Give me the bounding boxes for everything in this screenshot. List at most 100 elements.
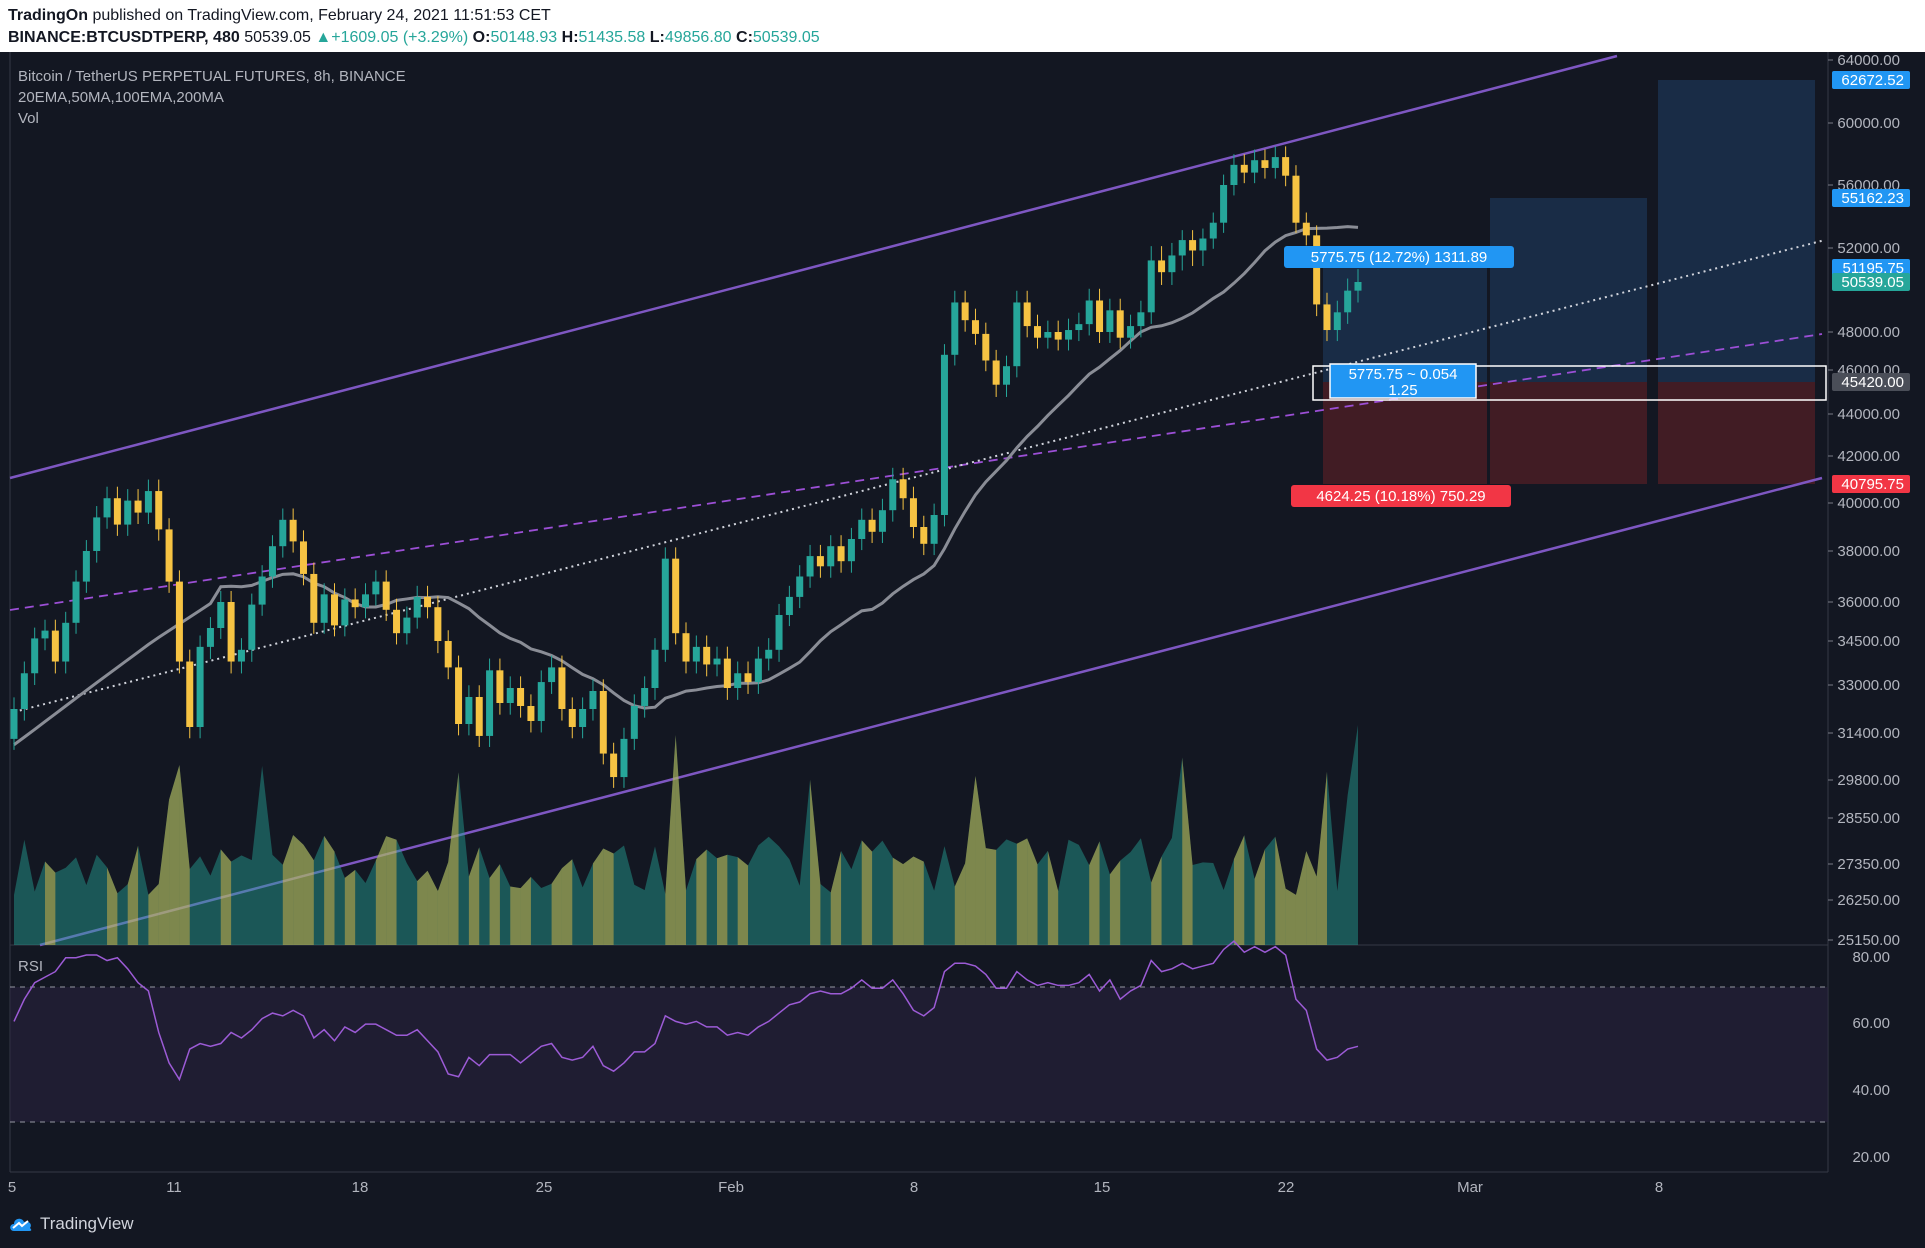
candle-body <box>455 667 463 724</box>
target-label: 5775.75 (12.72%) 1311.89 <box>1311 249 1488 266</box>
volume-down-segment <box>1254 849 1265 945</box>
candle-body <box>1240 164 1248 173</box>
candle-body <box>568 709 576 727</box>
candle-body <box>517 688 525 706</box>
candle-body <box>351 599 359 608</box>
candle-body <box>1323 304 1331 331</box>
volume-down-segment <box>737 857 749 945</box>
candle-body <box>51 630 59 662</box>
candle-body <box>227 602 235 662</box>
candle-body <box>785 596 793 615</box>
candle-body <box>1261 160 1269 168</box>
candle-body <box>589 691 597 709</box>
low-label: L: <box>649 29 665 46</box>
candle-body <box>878 510 886 532</box>
volume-down-segment <box>427 870 438 945</box>
volume-down-segment <box>293 835 304 945</box>
price-label: 40795.75 <box>1841 476 1904 493</box>
candle-body <box>393 609 401 634</box>
candle-body <box>1313 235 1321 305</box>
channel-mid-dashed-line <box>9 333 1823 611</box>
price-label: 50539.05 <box>1841 274 1904 291</box>
price-tick-label: 48000.00 <box>1837 324 1900 341</box>
rsi-tick-label: 80.00 <box>1852 949 1890 966</box>
volume-down-segment <box>510 886 521 945</box>
price-tick-label: 34500.00 <box>1837 633 1900 650</box>
candle-body <box>413 596 421 618</box>
candle-body <box>279 519 287 547</box>
volume-down-segment <box>592 848 604 945</box>
candle-body <box>682 633 690 662</box>
price-tick-label: 42000.00 <box>1837 448 1900 465</box>
volume-down-segment <box>386 836 397 945</box>
symbol-line: BINANCE:BTCUSDTPERP, 480 50539.05 ▲+1609… <box>8 29 820 47</box>
candle-body <box>341 599 349 626</box>
candle-body <box>537 682 545 721</box>
volume-down-segment <box>830 850 842 945</box>
candle-body <box>579 709 587 727</box>
candle-body <box>930 515 938 544</box>
price-change: ▲+1609.05 (+3.29%) <box>315 29 469 46</box>
volume-down-segment <box>1285 888 1296 945</box>
candle-body <box>982 333 990 361</box>
candle-body <box>1251 160 1259 173</box>
time-tick-label: 8 <box>910 1179 918 1196</box>
rsi-label[interactable]: RSI <box>18 958 44 975</box>
volume-down-segment <box>1027 838 1038 945</box>
indicators-label[interactable]: 20EMA,50MA,100EMA,200MA <box>18 89 224 106</box>
candle-body <box>620 738 628 778</box>
chart-area[interactable]: 5775.75 ~ 0.054 1.25 5775.75 (12.72%) 1311… <box>0 52 1925 1202</box>
volume-down-segment <box>324 835 335 945</box>
candle-body <box>62 622 70 662</box>
time-tick-label: 8 <box>1655 1179 1663 1196</box>
candle-body <box>816 556 824 567</box>
volume-down-segment <box>551 868 562 945</box>
volume-down-segment <box>1182 757 1193 945</box>
candle-body <box>641 688 649 706</box>
candle-body <box>41 630 49 639</box>
volume-down-segment <box>107 867 118 945</box>
candle-body <box>899 479 907 499</box>
candle-body <box>1044 332 1052 338</box>
price-label-bg <box>1832 259 1910 277</box>
volume-down-segment <box>810 779 821 945</box>
volume-down-segment <box>861 840 873 945</box>
volume-down-segment <box>158 799 170 945</box>
candle-body <box>134 500 142 513</box>
volume-down-segment <box>1306 851 1317 945</box>
candle-body <box>868 519 876 532</box>
candle-body <box>723 658 731 688</box>
candle-body <box>144 491 152 513</box>
candle-body <box>496 670 504 703</box>
price-label-bg <box>1832 475 1910 493</box>
volume-down-segment <box>561 859 573 945</box>
price-tick-label: 33000.00 <box>1837 677 1900 694</box>
stop-label-bg <box>1291 485 1511 507</box>
volume-down-segment <box>1109 860 1121 945</box>
volume-down-segment <box>1089 841 1100 945</box>
candle-body <box>1209 222 1217 239</box>
volume-down-segment <box>1151 856 1162 945</box>
volume-label[interactable]: Vol <box>18 110 39 127</box>
price-tick-label: 29800.00 <box>1837 772 1900 789</box>
candle-body <box>268 546 276 577</box>
candle-body <box>330 594 338 626</box>
candle-body <box>951 302 959 355</box>
candle-body <box>961 302 969 321</box>
candle-body <box>1023 302 1031 327</box>
time-tick-label: 11 <box>166 1179 182 1196</box>
candle-body <box>1333 312 1341 331</box>
candle-body <box>1116 310 1124 338</box>
candle-body <box>1034 326 1042 338</box>
price-label: 62672.52 <box>1841 72 1904 89</box>
publisher-name[interactable]: TradingOn <box>8 7 88 24</box>
tradingview-logo[interactable]: TradingView <box>8 1214 134 1234</box>
candle-body <box>734 673 742 688</box>
price-tick-label: 31400.00 <box>1837 725 1900 742</box>
candle-body <box>165 529 173 582</box>
candle-body <box>1271 157 1279 168</box>
candle-body <box>82 551 90 582</box>
open-value: 50148.93 <box>490 29 558 46</box>
chart-title: Bitcoin / TetherUS PERPETUAL FUTURES, 8h… <box>18 68 406 85</box>
